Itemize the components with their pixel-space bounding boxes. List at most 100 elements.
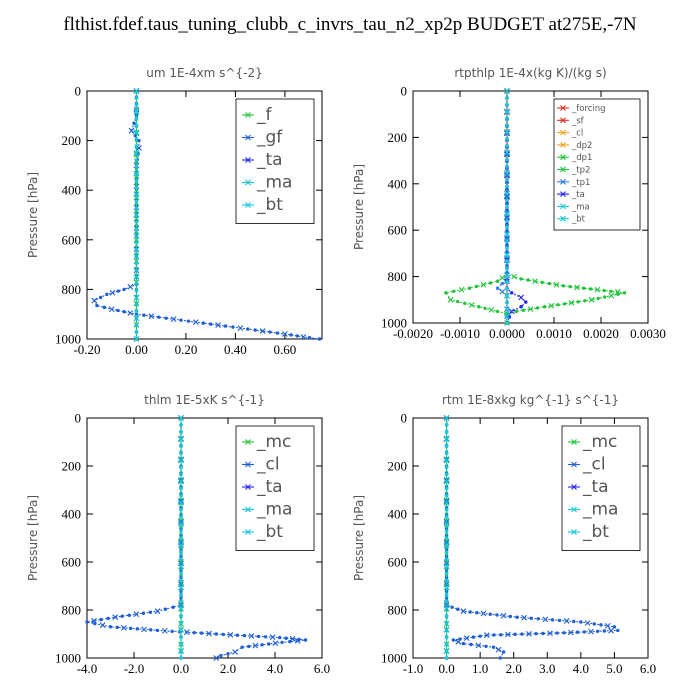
- data-point: [471, 635, 476, 639]
- data-point: [505, 218, 509, 223]
- data-point: [134, 199, 139, 203]
- data-point: [178, 542, 184, 548]
- y-tick-label: 0: [75, 84, 82, 99]
- data-point: [518, 294, 524, 301]
- data-point: [248, 633, 255, 639]
- data-point: [154, 608, 161, 615]
- data-point: [178, 436, 184, 443]
- data-point: [488, 306, 495, 313]
- data-point: [504, 292, 510, 299]
- data-point: [452, 289, 456, 293]
- y-tick-label: 1000: [55, 332, 81, 347]
- data-point: [520, 632, 524, 636]
- data-point: [133, 258, 140, 264]
- data-point: [519, 305, 523, 309]
- y-tick-label: 200: [388, 459, 408, 474]
- data-point: [109, 289, 116, 296]
- data-point: [133, 129, 140, 136]
- data-point: [488, 281, 493, 285]
- x-tick-label: 4.0: [267, 661, 283, 676]
- data-point: [260, 643, 264, 647]
- y-tick-label: 600: [388, 223, 408, 238]
- data-point: [179, 599, 183, 604]
- data-point: [571, 439, 577, 445]
- data-point: [532, 278, 539, 285]
- legend-label: _cl: [571, 129, 583, 139]
- data-point: [443, 498, 450, 505]
- data-point: [226, 652, 230, 656]
- data-point: [504, 88, 510, 94]
- x-tick-label: 1.0: [472, 661, 488, 676]
- y-tick-label: 0: [401, 411, 408, 426]
- data-point: [133, 336, 140, 342]
- data-point: [536, 617, 541, 621]
- data-point: [127, 310, 134, 316]
- data-point: [444, 550, 449, 554]
- data-point: [505, 143, 509, 148]
- data-point: [505, 246, 509, 250]
- data-point: [179, 613, 183, 618]
- data-point: [505, 137, 509, 141]
- legend-label: _dp2: [571, 141, 592, 151]
- x-tick-label: 5.0: [606, 661, 622, 676]
- data-point: [179, 571, 183, 575]
- data-point: [179, 472, 183, 477]
- data-point: [443, 519, 450, 525]
- data-point: [588, 296, 595, 303]
- data-point: [504, 169, 510, 176]
- legend-label: _bt: [571, 215, 586, 225]
- data-point: [505, 184, 509, 189]
- data-point: [505, 225, 509, 230]
- data-point: [444, 444, 449, 448]
- data-point: [504, 313, 510, 320]
- data-point: [608, 292, 615, 299]
- data-point: [478, 634, 482, 638]
- data-point: [550, 618, 555, 622]
- data-point: [240, 645, 244, 649]
- data-point: [475, 611, 479, 615]
- legend-label: _dp1: [571, 153, 592, 163]
- chart-panel-3: -4.0 -2.0 0.0 2.0 4.0 6.0 0 200 400 600 800 1000 thl…: [26, 393, 330, 676]
- y-tick-label: 600: [62, 232, 82, 247]
- series-bt: [443, 415, 450, 660]
- data-point: [508, 308, 515, 315]
- data-point: [451, 638, 455, 642]
- plot-frame: [412, 90, 649, 324]
- x-tick-label: 6.0: [640, 661, 656, 676]
- data-point: [267, 642, 271, 646]
- chart-panel-2: -0.0020 -0.0010 0.0000 0.0010 0.0020 0.0030 0 2…: [352, 66, 666, 341]
- data-point: [444, 430, 449, 434]
- data-point: [444, 613, 449, 618]
- data-point: [98, 295, 103, 300]
- data-point: [178, 520, 184, 527]
- data-point: [288, 639, 292, 644]
- data-point: [444, 578, 449, 583]
- data-point: [444, 557, 449, 561]
- data-point: [443, 436, 450, 443]
- data-point: [574, 284, 580, 291]
- data-point: [179, 444, 183, 448]
- data-point: [227, 631, 234, 638]
- series-bt: [178, 415, 184, 660]
- y-tick-label: 800: [388, 603, 408, 618]
- data-point: [504, 129, 510, 135]
- data-point: [142, 313, 146, 317]
- data-point: [116, 289, 121, 293]
- data-point: [179, 493, 183, 498]
- data-point: [280, 640, 284, 645]
- data-point: [572, 619, 576, 624]
- data-point: [178, 415, 184, 421]
- data-point: [458, 286, 465, 293]
- data-point: [563, 302, 567, 306]
- x-tick-label: 0.0: [173, 661, 189, 676]
- legend-label: _cl: [582, 455, 606, 475]
- data-point: [444, 493, 449, 498]
- legend-label: _bt: [582, 522, 609, 542]
- data-point: [547, 630, 553, 637]
- page-title: flthist.fdef.taus_tuning_clubb_c_invrs_t…: [63, 14, 637, 35]
- data-point: [505, 164, 509, 168]
- data-point: [444, 571, 449, 575]
- data-point: [133, 274, 140, 280]
- data-point: [155, 628, 160, 633]
